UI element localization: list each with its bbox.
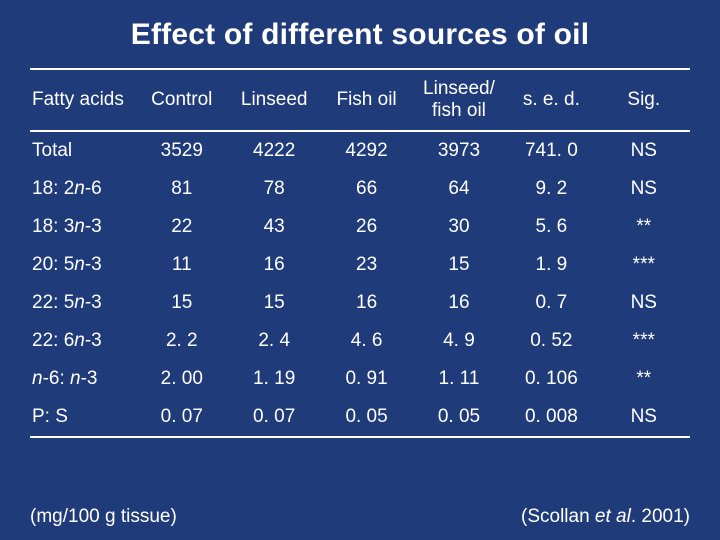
cell: 0. 106 — [505, 360, 597, 398]
col-header-control: Control — [136, 69, 228, 131]
cell: 26 — [320, 208, 412, 246]
cell: 741. 0 — [505, 131, 597, 170]
cell: 9. 2 — [505, 170, 597, 208]
table-row: 18: 2n-6817866649. 2NS — [30, 170, 690, 208]
col-header-sed: s. e. d. — [505, 69, 597, 131]
cell: NS — [598, 131, 690, 170]
table-row: 22: 5n-3151516160. 7NS — [30, 284, 690, 322]
cell: *** — [598, 246, 690, 284]
row-label: P: S — [30, 398, 136, 437]
row-label: 22: 6n-3 — [30, 322, 136, 360]
row-label: n-6: n-3 — [30, 360, 136, 398]
cell: 0. 05 — [413, 398, 505, 437]
col-header-linseed: Linseed — [228, 69, 320, 131]
cell: 0. 91 — [320, 360, 412, 398]
row-label: 20: 5n-3 — [30, 246, 136, 284]
table-header-row: Fatty acids Control Linseed Fish oil Lin… — [30, 69, 690, 131]
cell: 0. 07 — [136, 398, 228, 437]
cell: 1. 9 — [505, 246, 597, 284]
cell: 0. 008 — [505, 398, 597, 437]
cell: 15 — [228, 284, 320, 322]
cell: 15 — [136, 284, 228, 322]
col-header-fatty-acids: Fatty acids — [30, 69, 136, 131]
footer-units: (mg/100 g tissue) — [30, 506, 177, 528]
col-header-fish-oil: Fish oil — [320, 69, 412, 131]
row-label: 18: 2n-6 — [30, 170, 136, 208]
cell: *** — [598, 322, 690, 360]
cell: 64 — [413, 170, 505, 208]
col-header-linseed-fish-oil: Linseed/ fish oil — [413, 69, 505, 131]
table-row: n-6: n-32. 001. 190. 911. 110. 106** — [30, 360, 690, 398]
cell: ** — [598, 208, 690, 246]
cell: 4292 — [320, 131, 412, 170]
cell: 4. 6 — [320, 322, 412, 360]
cell: 16 — [320, 284, 412, 322]
cell: 0. 07 — [228, 398, 320, 437]
table-row: 18: 3n-3224326305. 6** — [30, 208, 690, 246]
row-label: Total — [30, 131, 136, 170]
table-row: 20: 5n-3111623151. 9*** — [30, 246, 690, 284]
cell: 2. 00 — [136, 360, 228, 398]
cell: 0. 7 — [505, 284, 597, 322]
cell: 2. 4 — [228, 322, 320, 360]
cell: 30 — [413, 208, 505, 246]
cell: NS — [598, 170, 690, 208]
table-body: Total3529422242923973741. 0NS18: 2n-6817… — [30, 131, 690, 437]
cell: 16 — [228, 246, 320, 284]
cell: 0. 52 — [505, 322, 597, 360]
row-label: 18: 3n-3 — [30, 208, 136, 246]
row-label: 22: 5n-3 — [30, 284, 136, 322]
cell: 3973 — [413, 131, 505, 170]
table-row: P: S0. 070. 070. 050. 050. 008NS — [30, 398, 690, 437]
cell: 11 — [136, 246, 228, 284]
slide-title: Effect of different sources of oil — [30, 18, 690, 52]
cell: NS — [598, 284, 690, 322]
cell: NS — [598, 398, 690, 437]
table-row: 22: 6n-32. 22. 44. 64. 90. 52*** — [30, 322, 690, 360]
cell: 81 — [136, 170, 228, 208]
cell: 1. 19 — [228, 360, 320, 398]
cell: 16 — [413, 284, 505, 322]
cell: 66 — [320, 170, 412, 208]
cell: 2. 2 — [136, 322, 228, 360]
cell: ** — [598, 360, 690, 398]
table-row: Total3529422242923973741. 0NS — [30, 131, 690, 170]
footer-citation: (Scollan et al. 2001) — [521, 506, 690, 528]
cell: 3529 — [136, 131, 228, 170]
cell: 0. 05 — [320, 398, 412, 437]
cell: 78 — [228, 170, 320, 208]
cell: 4. 9 — [413, 322, 505, 360]
col-header-sig: Sig. — [598, 69, 690, 131]
cell: 43 — [228, 208, 320, 246]
cell: 5. 6 — [505, 208, 597, 246]
cell: 22 — [136, 208, 228, 246]
cell: 4222 — [228, 131, 320, 170]
cell: 23 — [320, 246, 412, 284]
cell: 15 — [413, 246, 505, 284]
data-table: Fatty acids Control Linseed Fish oil Lin… — [30, 68, 690, 438]
cell: 1. 11 — [413, 360, 505, 398]
